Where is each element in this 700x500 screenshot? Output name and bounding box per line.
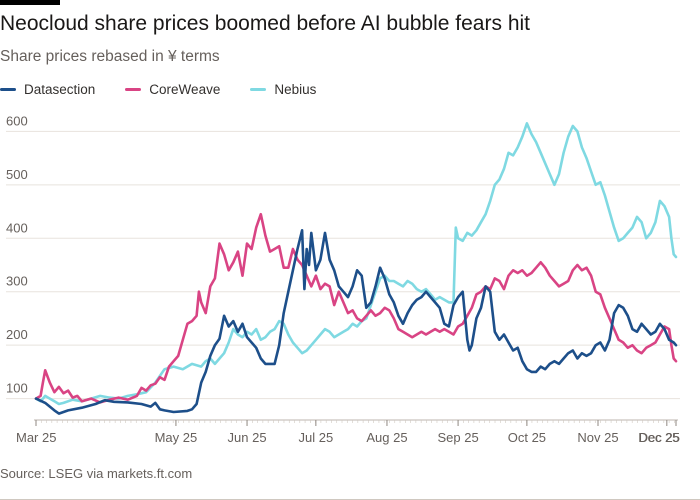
legend-swatch-nebius <box>250 87 267 91</box>
x-axis: Mar 25 May 25 Jun 25 Jul 25 Aug 25 Sep 25 Oct … <box>16 419 680 445</box>
y-tick-label: 400 <box>6 220 28 235</box>
x-tick-label: Sep 25 <box>437 430 478 445</box>
legend-item-nebius: Nebius <box>250 82 316 97</box>
x-tick-label: Dec 25 <box>638 430 679 445</box>
series-line-datasection <box>34 229 678 415</box>
legend-item-datasection: Datasection <box>0 82 95 97</box>
y-tick-label: 100 <box>6 381 28 396</box>
x-tick-label: Oct 25 <box>508 430 546 445</box>
x-tick-label: Jun 25 <box>228 430 267 445</box>
legend-label-nebius: Nebius <box>274 81 317 97</box>
chart-subtitle: Share prices rebased in ¥ terms <box>0 48 220 65</box>
x-tick-label: Mar 25 <box>16 430 56 445</box>
line-chart: 100 200 300 400 500 600 Mar 25 May 25 Jun 25 Jul… <box>6 113 680 445</box>
legend-item-coreweave: CoreWeave <box>125 82 220 97</box>
chart-title: Neocloud share prices boomed before AI b… <box>0 12 530 35</box>
chart-legend: Datasection CoreWeave Nebius <box>0 80 346 98</box>
ft-accent-bar <box>0 0 60 5</box>
y-tick-label: 300 <box>6 274 28 289</box>
x-tick-label: Aug 25 <box>366 430 407 445</box>
x-tick-label: May 25 <box>155 430 198 445</box>
y-tick-label: 200 <box>6 327 28 342</box>
legend-label-coreweave: CoreWeave <box>149 81 221 97</box>
series-line-coreweave <box>34 212 678 404</box>
y-tick-label: 600 <box>6 113 28 128</box>
x-tick-label: Jul 25 <box>299 430 334 445</box>
chart-source: Source: LSEG via markets.ft.com <box>0 466 193 481</box>
legend-swatch-datasection <box>0 87 16 91</box>
y-axis: 100 200 300 400 500 600 <box>6 113 28 395</box>
x-tick-label: Dec 25 <box>639 430 680 445</box>
legend-label-datasection: Datasection <box>24 81 96 97</box>
legend-swatch-coreweave <box>125 87 142 91</box>
x-tick-label: Nov 25 <box>577 430 618 445</box>
y-tick-label: 500 <box>6 167 28 182</box>
series-lines <box>34 122 678 415</box>
series-line-nebius <box>34 122 678 406</box>
